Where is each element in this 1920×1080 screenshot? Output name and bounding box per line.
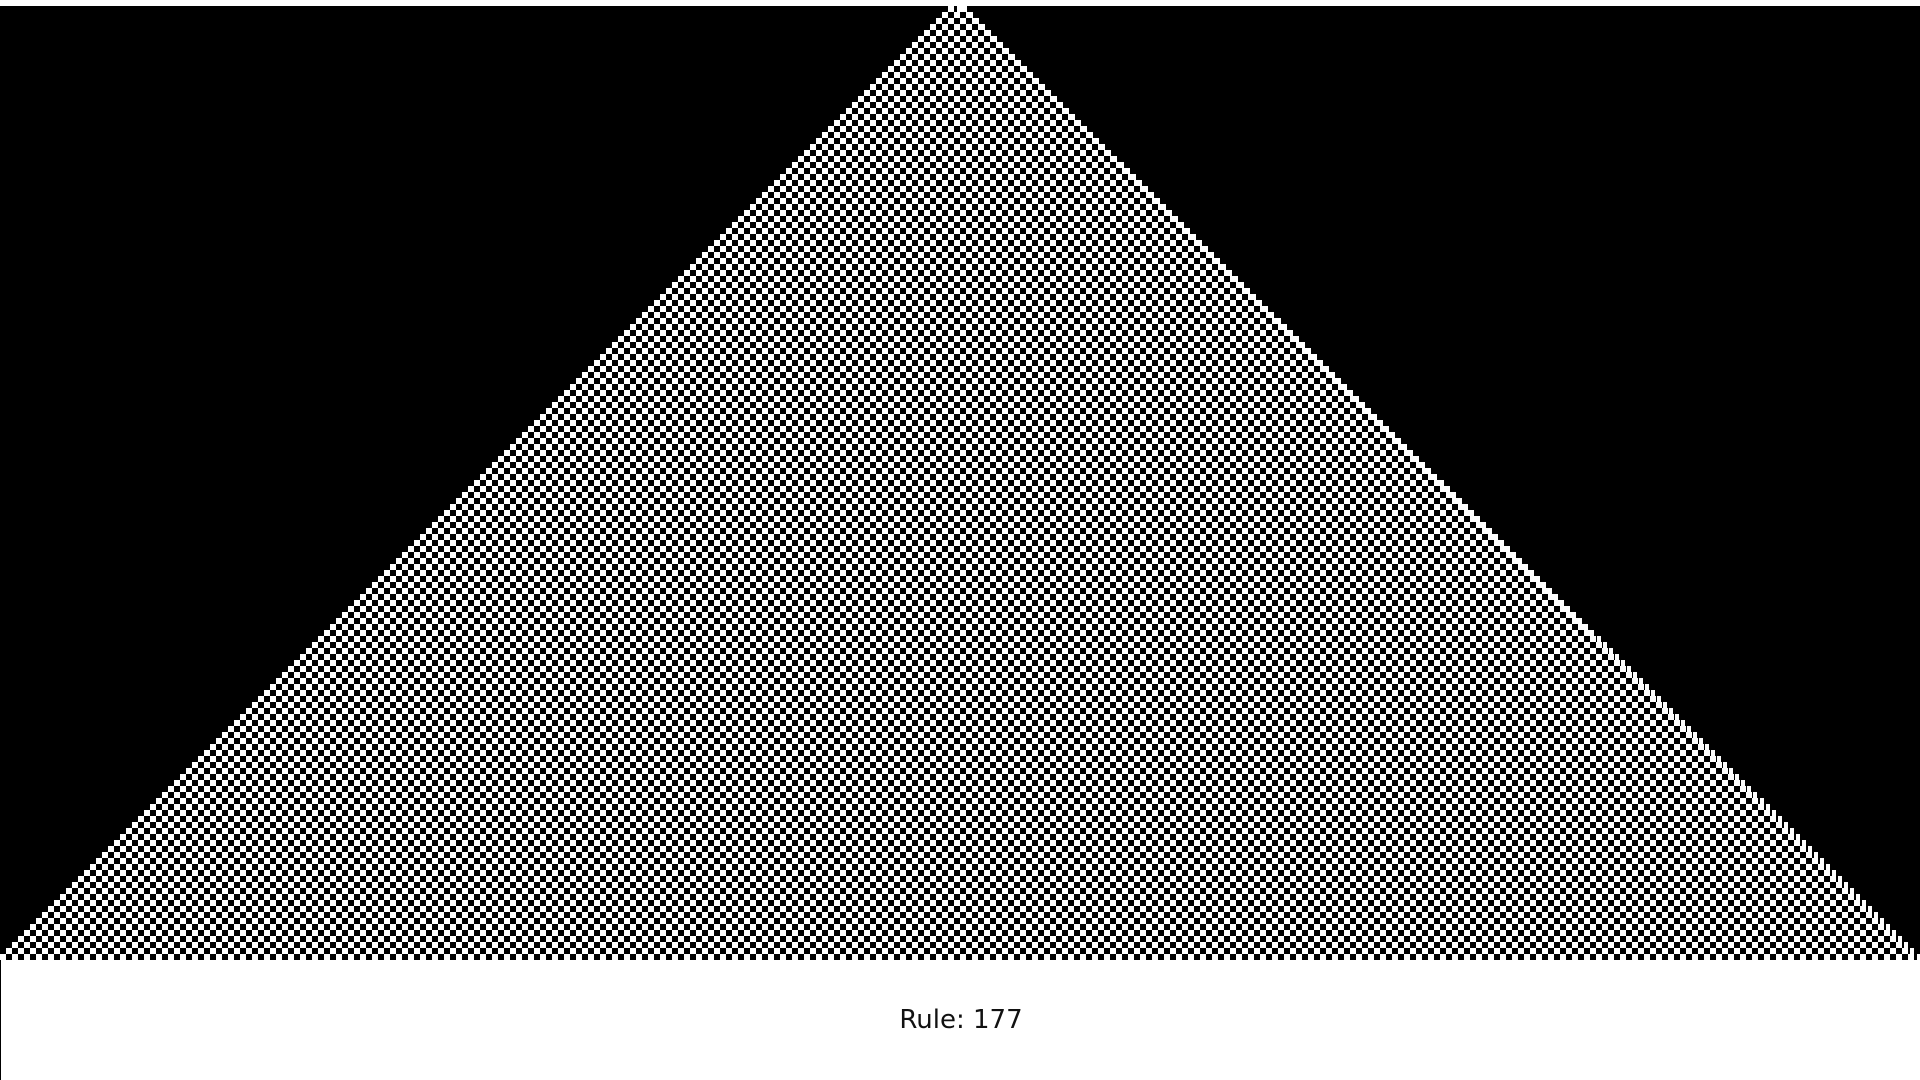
info-panel: Rule: 177 xyxy=(0,960,1920,1080)
automaton-canvas[interactable] xyxy=(0,0,1920,960)
rule-label: Rule: 177 xyxy=(899,1005,1023,1035)
